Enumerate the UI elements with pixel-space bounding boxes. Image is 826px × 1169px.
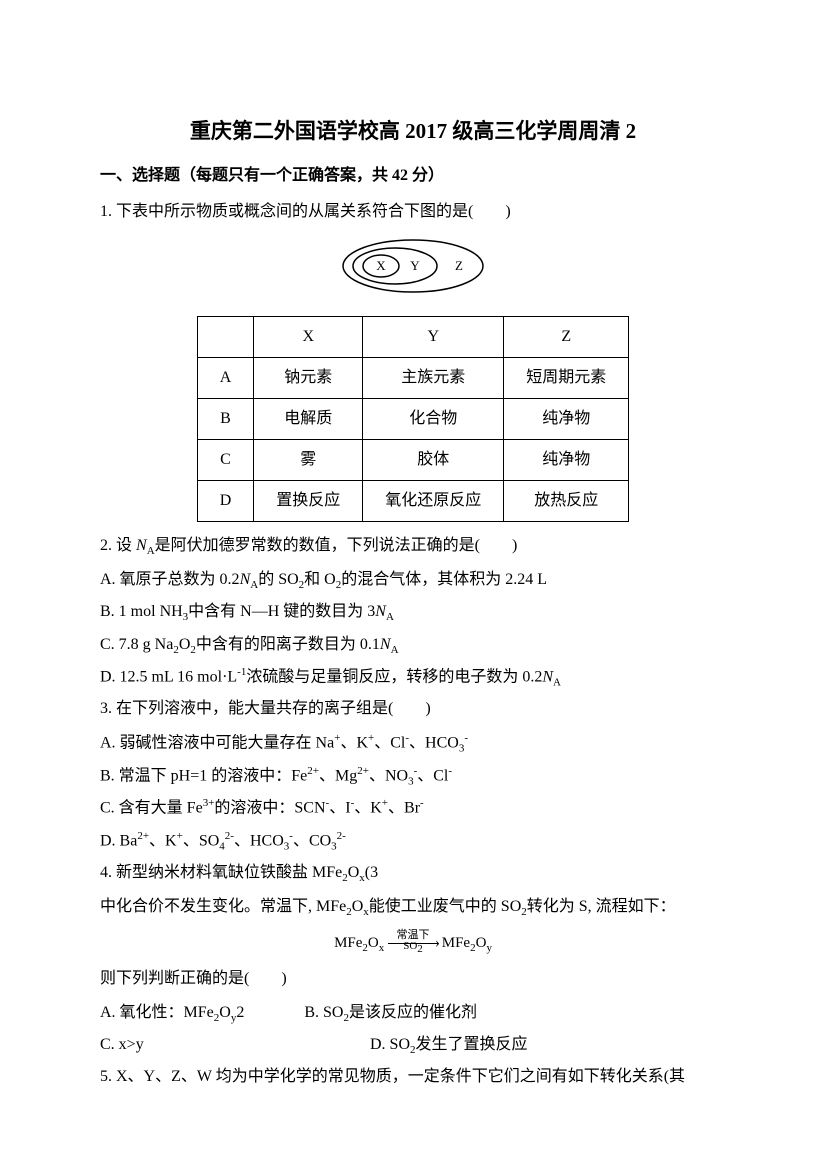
q4-option-b: B. SO2是该反应的催化剂 (304, 997, 477, 1029)
q4-option-d: D. SO2发生了置换反应 (370, 1029, 528, 1061)
q2-option-c: C. 7.8 g Na2O2中含有的阳离子数目为 0.1NA (100, 629, 726, 661)
question-5-text: 5. X、Y、Z、W 均为中学化学的常见物质，一定条件下它们之间有如下转化关系(… (100, 1061, 726, 1093)
table-row: D 置换反应 氧化还原反应 放热反应 (197, 481, 629, 522)
q2-option-a: A. 氧原子总数为 0.2NA的 SO2和 O2的混合气体，其体积为 2.24 … (100, 564, 726, 596)
question-3-text: 3. 在下列溶液中，能大量共存的离子组是( ) (100, 693, 726, 725)
oval-y-label: Y (410, 258, 420, 273)
q2-option-d: D. 12.5 mL 16 mol·L-1浓硫酸与足量铜反应，转移的电子数为 0… (100, 661, 726, 694)
q4-option-c: C. x>y (100, 1029, 310, 1061)
table-header-0 (197, 317, 254, 358)
table-row: C 雾 胶体 纯净物 (197, 440, 629, 481)
table-header-1: X (254, 317, 363, 358)
question-4-judge: 则下列判断正确的是( ) (100, 963, 726, 995)
oval-z-label: Z (455, 258, 463, 273)
q4-option-a: A. 氧化性：MFe2Oy2 (100, 997, 244, 1029)
q3-option-d: D. Ba2+、K+、SO42-、HCO3-、CO32- (100, 825, 726, 858)
page-title: 重庆第二外国语学校高 2017 级高三化学周周清 2 (100, 110, 726, 152)
question-4-text-2: 中化合价不发生变化。常温下, MFe2Ox能使工业废气中的 SO2转化为 S, … (100, 891, 726, 923)
question-1-text: 1. 下表中所示物质或概念间的从属关系符合下图的是( ) (100, 196, 726, 228)
question-1-table: X Y Z A 钠元素 主族元素 短周期元素 B 电解质 化合物 纯净物 C 雾… (197, 316, 630, 522)
q3-option-b: B. 常温下 pH=1 的溶液中：Fe2+、Mg2+、NO3-、Cl- (100, 760, 726, 793)
question-4-text-1: 4. 新型纳米材料氧缺位铁酸盐 MFe2Ox(3 (100, 857, 726, 889)
section-header: 一、选择题（每题只有一个正确答案，共 42 分） (100, 160, 726, 192)
table-header-3: Z (504, 317, 629, 358)
reaction-diagram: MFe2Ox 常温下 SO2 › MFe2Oy (100, 928, 726, 959)
q3-option-a: A. 弱碱性溶液中可能大量存在 Na+、K+、Cl-、HCO3- (100, 727, 726, 760)
table-row: A 钠元素 主族元素 短周期元素 (197, 358, 629, 399)
table-header-2: Y (363, 317, 504, 358)
oval-x-label: X (376, 258, 386, 273)
table-row: B 电解质 化合物 纯净物 (197, 399, 629, 440)
q2-option-b: B. 1 mol NH3中含有 N—H 键的数目为 3NA (100, 596, 726, 628)
venn-diagram: X Y Z (100, 236, 726, 308)
q3-option-c: C. 含有大量 Fe3+的溶液中：SCN-、I-、K+、Br- (100, 792, 726, 824)
question-2-text: 2. 设 NA是阿伏加德罗常数的数值，下列说法正确的是( ) (100, 530, 726, 562)
